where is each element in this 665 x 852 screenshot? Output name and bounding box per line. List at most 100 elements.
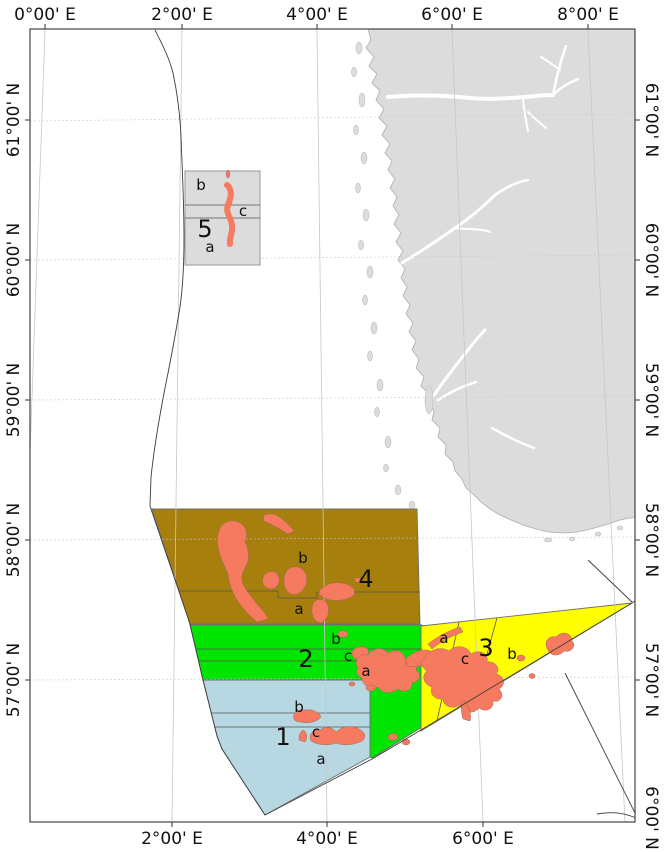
boundary-skagerrak <box>564 672 635 815</box>
island <box>594 531 602 537</box>
patch-zone3 <box>461 700 471 722</box>
axis-label-left-59n: 59°00' N <box>4 363 24 438</box>
parallel-60n <box>30 254 635 261</box>
fjord-branch <box>522 98 529 132</box>
patch-zone5 <box>225 169 231 179</box>
patch-zone4 <box>311 599 329 624</box>
zone-5-number: 5 <box>197 215 212 243</box>
axis-label-top-6e: 6°00' E <box>421 5 483 25</box>
boundary-corner-curve <box>596 812 635 819</box>
fjord-branch <box>540 56 561 71</box>
patch-zone3 <box>421 646 504 713</box>
zone-2-number: 2 <box>298 645 313 673</box>
axis-label-left-58n: 58°00' N <box>4 503 24 578</box>
sognefjord <box>386 93 555 101</box>
axis-label-top-0e: 0°00' E <box>14 5 76 25</box>
fjord-branch <box>551 77 580 97</box>
subzone-label-3c: c <box>461 650 469 668</box>
island-karmoy <box>424 385 434 415</box>
subzone-label-2b: b <box>331 630 341 648</box>
island <box>353 124 359 136</box>
parallel-59n <box>30 395 635 401</box>
island <box>383 463 389 473</box>
axis-label-right-57n: 57°00' N <box>641 643 661 718</box>
subzone-label-4a: a <box>294 600 303 618</box>
meridian-0e <box>30 29 46 466</box>
patch-zone4 <box>262 513 295 535</box>
island <box>568 536 576 542</box>
subzone-label-1a: a <box>316 750 325 768</box>
patch-zone4 <box>217 520 269 623</box>
subzone-label-3b: b <box>507 645 517 663</box>
zone-1-number: 1 <box>275 723 290 751</box>
meridian-8e <box>587 29 626 822</box>
patch-zone4 <box>262 571 280 590</box>
island <box>367 350 373 362</box>
fjord-branch <box>551 44 568 97</box>
axis-label-left-61n: 61°00' N <box>4 83 24 158</box>
island <box>355 41 363 55</box>
boundary-southeast <box>264 600 635 816</box>
lysefjord <box>490 426 536 450</box>
red-patches <box>217 169 575 746</box>
island <box>376 378 384 392</box>
patch-zone4 <box>354 577 362 583</box>
island <box>351 66 357 78</box>
plot-border <box>29 28 636 823</box>
axis-label-bottom-2e: 2°00' E <box>141 829 203 849</box>
coastal-islands <box>351 41 624 543</box>
patch-zone4 <box>283 566 308 595</box>
island <box>394 484 402 496</box>
island <box>374 406 380 418</box>
zone-3-number: 3 <box>478 634 493 662</box>
zone-5-group <box>184 170 261 266</box>
patch-zone2 <box>365 684 377 692</box>
fjord-branch <box>493 178 530 197</box>
parallel-61n <box>30 113 635 122</box>
island <box>366 265 374 279</box>
patch-zone1 <box>309 726 366 745</box>
fjords <box>386 44 580 506</box>
zone-labels: 5 b c a 4 b a 2 b c a 1 b c a 3 a c b <box>196 176 517 768</box>
zone-4-number: 4 <box>358 565 373 593</box>
island <box>543 537 553 543</box>
patch-zone4 <box>318 582 355 601</box>
axis-label-right-60n: 60°00' N <box>641 223 661 298</box>
subzone-label-1b: b <box>294 698 304 716</box>
axis-label-top-4e: 4°00' E <box>286 5 348 25</box>
axis-label-bottom-6e: 6°00' E <box>452 829 514 849</box>
patch-zone2 <box>348 681 356 687</box>
island <box>358 92 366 108</box>
axis-label-right-58n: 58°00' N <box>641 503 661 578</box>
island <box>384 435 392 449</box>
island <box>355 182 361 194</box>
subzone-label-2a: a <box>361 662 370 680</box>
graticule <box>30 29 635 822</box>
patch-zone5-snake <box>224 182 236 247</box>
axis-label-left-57n: 57°00' N <box>4 643 24 718</box>
boknafjord <box>430 328 487 400</box>
patch-zone2 <box>401 738 411 746</box>
fjord-branch <box>436 380 478 402</box>
island <box>408 500 416 510</box>
subzone-label-2c: c <box>344 647 352 665</box>
subzone-label-3a: a <box>439 629 448 647</box>
axis-label-top-8e: 8°00' E <box>557 5 619 25</box>
subzone-label-5a: a <box>205 238 214 256</box>
boundary-northeast <box>587 559 633 603</box>
coast-inlet <box>462 497 474 506</box>
axis-label-right-59n: 59°00' N <box>641 363 661 438</box>
patch-zone2 <box>337 630 349 638</box>
axis-ticks <box>25 24 640 827</box>
norway-coastline <box>365 29 635 534</box>
island <box>362 208 370 222</box>
parallel-58n <box>30 536 635 541</box>
norway-landmass <box>351 29 635 543</box>
subzone-label-5c: c <box>239 202 247 220</box>
patch-zone3 <box>528 673 536 679</box>
eez-boundary-lines <box>149 29 635 819</box>
island <box>370 321 378 335</box>
boundary-zone-west-edge <box>149 505 266 816</box>
